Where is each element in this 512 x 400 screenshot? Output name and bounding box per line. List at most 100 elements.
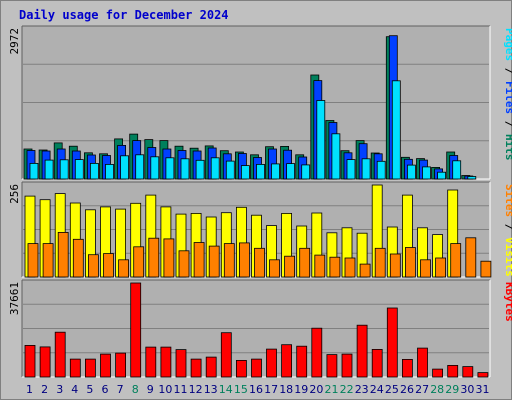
bar-visits-sites-day-16 bbox=[254, 247, 265, 278]
x-tick-label-day-20: 20 bbox=[309, 383, 323, 396]
bar-visits-sites-day-9 bbox=[148, 237, 160, 278]
bar-hits-pages-day-27 bbox=[422, 166, 431, 180]
bar-hits-pages-day-16 bbox=[256, 163, 265, 180]
x-tick-label-day-15: 15 bbox=[234, 383, 248, 396]
bar-visits-sites-day-15 bbox=[238, 242, 250, 278]
bar-visits-sites-day-30 bbox=[465, 237, 477, 278]
bar-kbytes-kbytes-day-27 bbox=[417, 347, 428, 378]
bar-hits-pages-day-25 bbox=[391, 80, 401, 180]
bar-visits-sites-day-5 bbox=[88, 254, 99, 278]
bar-hits-pages-day-26 bbox=[406, 164, 416, 180]
axis-label-part: Sites bbox=[503, 184, 512, 217]
bar-kbytes-kbytes-day-10 bbox=[160, 346, 172, 378]
bar-kbytes-kbytes-day-1 bbox=[24, 344, 36, 378]
bar-visits-sites-day-6 bbox=[103, 253, 114, 278]
bar-kbytes-kbytes-day-31 bbox=[477, 372, 489, 378]
bar-kbytes-kbytes-day-11 bbox=[175, 349, 187, 378]
bar-kbytes-kbytes-day-2 bbox=[39, 346, 51, 378]
axis-label-part: Pages bbox=[503, 28, 512, 61]
bar-kbytes-kbytes-day-16 bbox=[251, 358, 262, 378]
bar-visits-sites-day-31 bbox=[480, 260, 492, 278]
bar-hits-pages-day-6 bbox=[105, 163, 114, 180]
bar-kbytes-kbytes-day-4 bbox=[69, 358, 81, 378]
bar-visits-sites-day-11 bbox=[178, 250, 190, 278]
x-tick-label-day-26: 26 bbox=[400, 383, 414, 396]
bar-visits-sites-day-21 bbox=[329, 256, 341, 278]
bar-hits-pages-day-20 bbox=[316, 100, 326, 180]
bar-kbytes-kbytes-day-28 bbox=[432, 368, 444, 378]
x-tick-label-day-18: 18 bbox=[279, 383, 293, 396]
bar-hits-pages-day-30 bbox=[467, 176, 477, 180]
bar-visits-sites-day-17 bbox=[269, 259, 280, 278]
axis-label-part: Files bbox=[503, 81, 512, 114]
x-tick-label-day-16: 16 bbox=[249, 383, 263, 396]
axis-label-hits: Pages / Files / Hits bbox=[503, 28, 512, 161]
bar-kbytes-kbytes-day-25 bbox=[386, 307, 398, 378]
axis-label-visits: Sites / Visits bbox=[503, 184, 512, 277]
x-tick-label-day-9: 9 bbox=[147, 383, 154, 396]
bar-visits-sites-day-25 bbox=[389, 253, 401, 278]
x-tick-label-day-10: 10 bbox=[158, 383, 172, 396]
x-tick-label-day-28: 28 bbox=[430, 383, 444, 396]
bar-kbytes-kbytes-day-18 bbox=[281, 344, 293, 378]
bar-hits-pages-day-1 bbox=[29, 162, 39, 180]
bar-visits-sites-day-29 bbox=[450, 243, 462, 278]
x-tick-label-day-12: 12 bbox=[189, 383, 203, 396]
bar-kbytes-kbytes-day-14 bbox=[220, 332, 232, 378]
bar-hits-pages-day-12 bbox=[195, 159, 205, 180]
bar-visits-sites-day-12 bbox=[193, 242, 205, 278]
bar-kbytes-kbytes-day-23 bbox=[356, 324, 368, 378]
y-max-label: 37661 bbox=[8, 282, 21, 315]
bar-kbytes-kbytes-day-22 bbox=[341, 353, 353, 378]
bar-hits-pages-day-29 bbox=[452, 160, 462, 180]
bar-kbytes-kbytes-day-17 bbox=[266, 348, 277, 378]
x-tick-label-day-24: 24 bbox=[370, 383, 384, 396]
bar-visits-sites-day-22 bbox=[344, 257, 356, 278]
bar-hits-pages-day-10 bbox=[165, 157, 175, 180]
bar-visits-sites-day-18 bbox=[284, 255, 296, 278]
bar-visits-sites-day-23 bbox=[359, 263, 371, 278]
x-tick-label-day-29: 29 bbox=[445, 383, 459, 396]
bar-kbytes-kbytes-day-12 bbox=[190, 358, 202, 378]
bar-hits-pages-day-2 bbox=[44, 159, 54, 180]
axis-label-kbytes: KBytes bbox=[503, 282, 512, 322]
x-tick-label-day-11: 11 bbox=[174, 383, 188, 396]
x-tick-label-day-8: 8 bbox=[132, 383, 139, 396]
x-tick-label-day-21: 21 bbox=[325, 383, 339, 396]
x-tick-label-day-30: 30 bbox=[460, 383, 474, 396]
bar-hits-pages-day-3 bbox=[59, 159, 69, 180]
bar-hits-pages-day-13 bbox=[210, 157, 220, 180]
panel-kbytes: 37661 KBytes bbox=[8, 279, 512, 378]
bar-kbytes-kbytes-day-29 bbox=[447, 364, 459, 378]
x-tick-label-day-31: 31 bbox=[476, 383, 490, 396]
bar-kbytes-kbytes-day-3 bbox=[54, 331, 66, 378]
axis-label-part: / bbox=[503, 114, 512, 134]
x-tick-label-day-4: 4 bbox=[71, 383, 78, 396]
x-tick-label-day-17: 17 bbox=[264, 383, 278, 396]
x-tick-label-day-27: 27 bbox=[415, 383, 429, 396]
bar-kbytes-kbytes-day-6 bbox=[100, 353, 111, 378]
y-max-label: 256 bbox=[8, 184, 21, 204]
x-tick-label-day-23: 23 bbox=[355, 383, 369, 396]
bar-visits-sites-day-27 bbox=[420, 259, 431, 278]
chart-title: Daily usage for December 2024 bbox=[19, 8, 229, 22]
bar-hits-pages-day-5 bbox=[90, 162, 99, 180]
bar-visits-sites-day-8 bbox=[133, 246, 145, 278]
x-tick-label-day-2: 2 bbox=[41, 383, 48, 396]
x-tick-label-day-13: 13 bbox=[204, 383, 218, 396]
bar-kbytes-kbytes-day-30 bbox=[462, 366, 474, 378]
bar-kbytes-kbytes-day-9 bbox=[145, 346, 157, 378]
bar-kbytes-kbytes-day-7 bbox=[115, 352, 126, 378]
bar-hits-pages-day-8 bbox=[135, 154, 145, 180]
x-tick-label-day-3: 3 bbox=[56, 383, 63, 396]
axis-label-part: Hits bbox=[503, 134, 512, 161]
bar-visits-sites-day-24 bbox=[374, 247, 386, 278]
bar-hits-pages-day-17 bbox=[271, 163, 280, 180]
bar-visits-sites-day-19 bbox=[299, 247, 311, 278]
bar-visits-sites-day-20 bbox=[314, 254, 326, 278]
bar-visits-sites-day-1 bbox=[27, 243, 39, 278]
bar-hits-pages-day-23 bbox=[361, 158, 371, 180]
bar-hits-pages-day-4 bbox=[74, 159, 84, 180]
bar-visits-sites-day-7 bbox=[118, 259, 129, 278]
bar-hits-pages-day-19 bbox=[301, 164, 311, 180]
